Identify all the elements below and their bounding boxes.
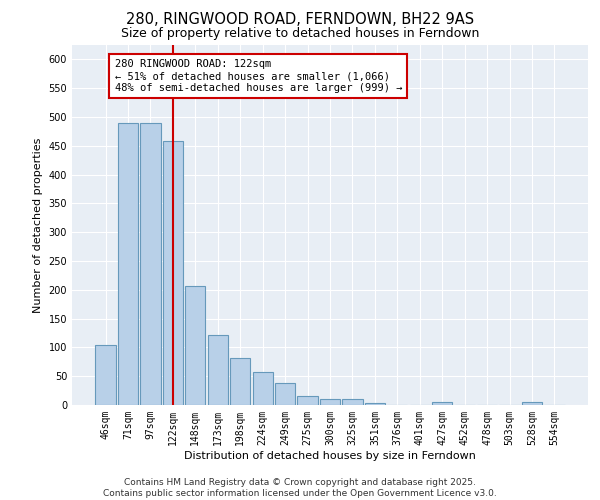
Bar — [140, 123, 161, 405]
Bar — [185, 286, 205, 405]
Y-axis label: Number of detached properties: Number of detached properties — [33, 138, 43, 312]
Text: 280 RINGWOOD ROAD: 122sqm
← 51% of detached houses are smaller (1,066)
48% of se: 280 RINGWOOD ROAD: 122sqm ← 51% of detac… — [115, 60, 402, 92]
Bar — [163, 141, 183, 405]
Bar — [522, 402, 542, 405]
X-axis label: Distribution of detached houses by size in Ferndown: Distribution of detached houses by size … — [184, 450, 476, 460]
Text: Size of property relative to detached houses in Ferndown: Size of property relative to detached ho… — [121, 28, 479, 40]
Bar — [253, 372, 273, 405]
Bar — [365, 404, 385, 405]
Bar — [95, 344, 116, 405]
Bar — [230, 358, 250, 405]
Bar — [208, 334, 228, 405]
Bar — [320, 398, 340, 405]
Bar — [275, 382, 295, 405]
Bar — [432, 402, 452, 405]
Text: 280, RINGWOOD ROAD, FERNDOWN, BH22 9AS: 280, RINGWOOD ROAD, FERNDOWN, BH22 9AS — [126, 12, 474, 28]
Bar — [343, 398, 362, 405]
Bar — [118, 123, 138, 405]
Text: Contains HM Land Registry data © Crown copyright and database right 2025.
Contai: Contains HM Land Registry data © Crown c… — [103, 478, 497, 498]
Bar — [298, 396, 317, 405]
